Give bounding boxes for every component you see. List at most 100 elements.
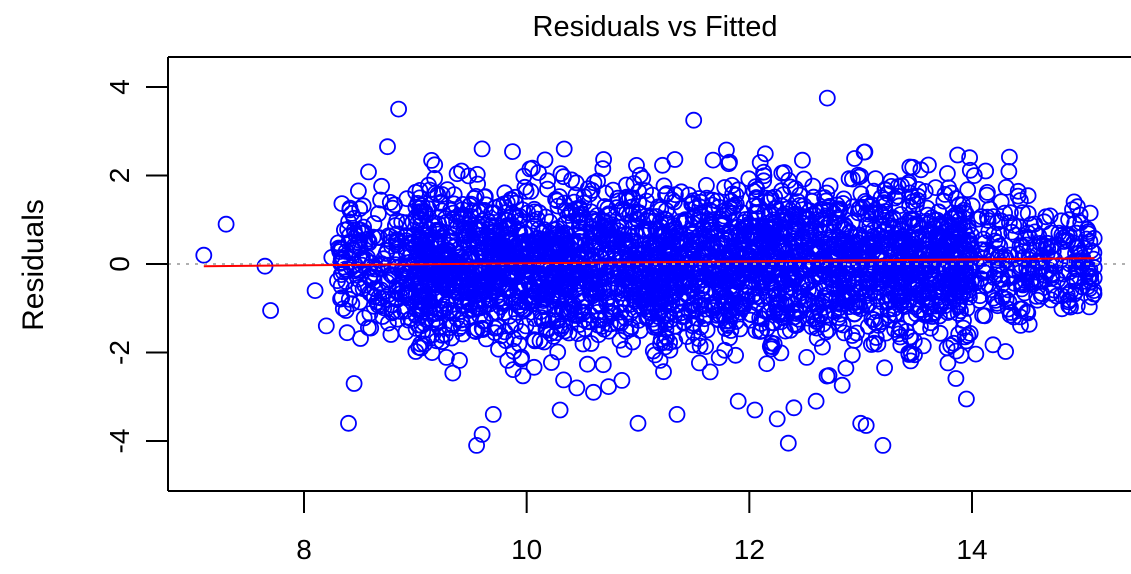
data-point <box>763 334 780 352</box>
data-point <box>717 312 735 330</box>
data-point <box>566 305 584 323</box>
data-point <box>605 266 622 284</box>
data-point <box>363 254 381 272</box>
data-point <box>846 305 863 323</box>
data-point <box>661 341 679 359</box>
data-point <box>993 288 1011 306</box>
data-point <box>872 313 890 331</box>
data-point <box>433 202 451 220</box>
data-point <box>721 204 738 222</box>
data-point-outlier <box>807 392 825 410</box>
data-point <box>575 311 592 329</box>
data-point-outlier <box>317 317 335 335</box>
data-point <box>1066 252 1084 270</box>
data-point <box>430 272 448 290</box>
data-point <box>774 242 791 260</box>
data-point <box>471 221 489 239</box>
data-point <box>486 232 504 250</box>
data-point-outlier <box>768 410 786 428</box>
chart-title: Residuals vs Fitted <box>533 11 778 43</box>
data-point <box>474 321 492 339</box>
data-point <box>1077 230 1095 248</box>
data-point <box>343 295 361 313</box>
data-point <box>483 305 501 323</box>
data-point <box>961 288 978 306</box>
data-point <box>1071 206 1089 224</box>
data-point <box>382 326 400 343</box>
data-point <box>468 165 486 183</box>
data-point <box>549 343 567 361</box>
data-point <box>505 235 523 252</box>
data-point <box>861 284 879 302</box>
data-point-outlier <box>685 111 703 129</box>
data-point <box>555 251 572 268</box>
data-point <box>678 328 696 346</box>
data-point <box>454 325 472 343</box>
data-point <box>372 191 390 209</box>
data-point <box>631 289 649 307</box>
data-point <box>359 319 377 337</box>
data-point <box>584 232 601 250</box>
data-point <box>895 296 912 314</box>
data-point <box>466 287 484 305</box>
data-point <box>419 276 437 294</box>
data-point <box>563 297 581 315</box>
data-point <box>437 348 455 366</box>
data-point <box>520 275 538 293</box>
data-point <box>756 145 774 163</box>
data-point-outlier <box>262 302 280 319</box>
data-point <box>429 225 447 243</box>
data-point <box>461 296 479 314</box>
data-point <box>819 321 837 339</box>
data-point <box>531 332 549 350</box>
y-tick-label: 2 <box>104 168 135 184</box>
data-point <box>1000 162 1018 180</box>
data-point <box>575 188 593 206</box>
data-point <box>608 232 626 250</box>
data-point <box>692 193 710 211</box>
data-point <box>517 249 534 267</box>
data-point <box>914 337 932 355</box>
data-point <box>952 346 970 364</box>
data-point <box>801 202 819 220</box>
data-point <box>415 267 433 285</box>
data-point <box>724 258 742 276</box>
data-point <box>892 263 910 281</box>
data-point <box>890 261 908 279</box>
data-point <box>947 370 965 387</box>
data-point <box>742 250 760 268</box>
data-point <box>455 297 473 315</box>
data-point <box>717 226 735 244</box>
data-point <box>881 311 898 329</box>
data-point <box>775 164 793 181</box>
data-point <box>1065 285 1083 303</box>
data-point <box>821 177 839 195</box>
x-tick-label: 10 <box>511 534 542 565</box>
data-point <box>742 242 760 260</box>
data-point <box>961 324 979 342</box>
data-point <box>561 204 579 222</box>
data-point <box>940 179 957 197</box>
data-point <box>683 297 700 315</box>
data-point <box>613 284 631 302</box>
data-point <box>927 179 944 197</box>
data-point <box>780 271 798 288</box>
data-point <box>915 304 933 322</box>
data-point <box>747 178 765 196</box>
data-point <box>835 190 853 208</box>
data-point <box>622 318 640 336</box>
data-point <box>453 314 471 332</box>
data-point <box>1042 284 1060 302</box>
data-point <box>1082 273 1100 291</box>
lines-layer <box>168 257 1131 268</box>
data-point <box>862 204 880 221</box>
data-point <box>836 270 853 288</box>
data-point <box>354 197 372 215</box>
data-point <box>939 165 956 182</box>
data-point <box>535 221 553 239</box>
y-tick-label: -2 <box>104 340 135 365</box>
data-point <box>967 345 985 363</box>
data-point <box>412 339 430 357</box>
data-point <box>397 257 414 275</box>
data-point <box>504 143 521 161</box>
